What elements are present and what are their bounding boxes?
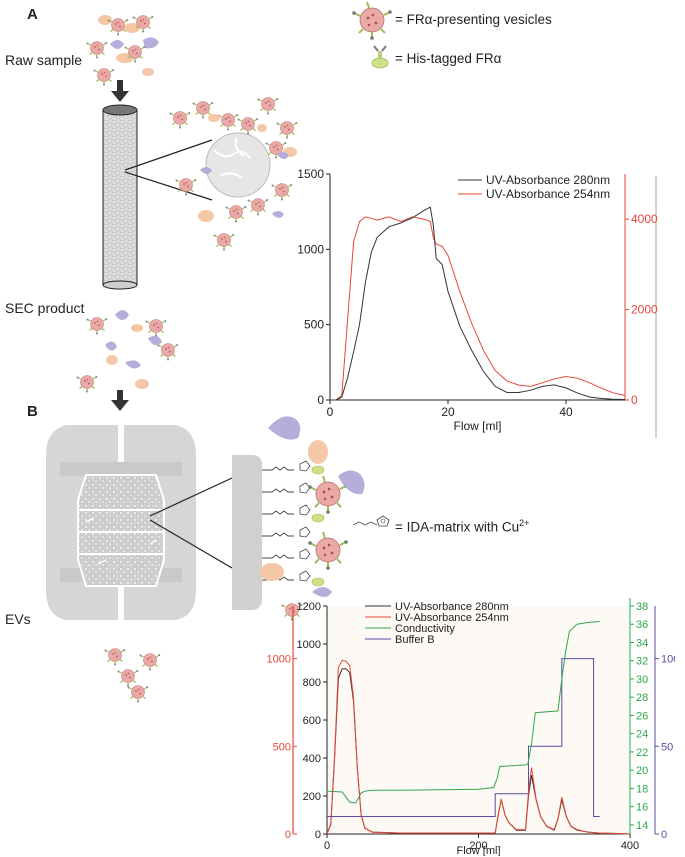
imac-chromatogram: 0200400600800100012000500100014161820222… xyxy=(267,598,675,856)
arrow-down-icon xyxy=(111,80,129,102)
x-tick-label: 20 xyxy=(441,405,455,419)
raw-sample-cluster xyxy=(85,14,159,87)
y280-tick-label: 200 xyxy=(303,791,321,803)
legend-vesicles-text: = FRα-presenting vesicles xyxy=(395,12,552,27)
ida-matrix-surface xyxy=(232,455,349,610)
y280-tick-label: 800 xyxy=(303,677,321,689)
buffer-tick-label: 0 xyxy=(661,829,667,841)
ev-cluster xyxy=(103,647,161,704)
x-tick-label: 40 xyxy=(559,405,573,419)
y-left-tick-label: 1000 xyxy=(297,242,324,256)
legend-label-buffer-b: Buffer B xyxy=(395,634,435,646)
conductivity-tick-label: 22 xyxy=(636,747,648,759)
evs-label: EVs xyxy=(5,611,31,627)
his-tagged-frα-legend-icon xyxy=(371,45,389,69)
unbound-particles xyxy=(260,416,365,622)
buffer-tick-label: 100 xyxy=(661,654,675,666)
sec-column xyxy=(102,104,138,290)
buffer-tick-label: 50 xyxy=(661,741,673,753)
conductivity-tick-label: 28 xyxy=(636,692,648,704)
y-right-tick-label: 4000 xyxy=(631,212,658,226)
y-left-tick-label: 1500 xyxy=(297,167,324,181)
legend-label-uv254: UV-Absorbance 254nm xyxy=(486,187,610,201)
y280-tick-label: 0 xyxy=(315,829,321,841)
conductivity-tick-label: 30 xyxy=(636,674,648,686)
y280-tick-label: 400 xyxy=(303,753,321,765)
sec-chromatogram: 0 500 1000 1500 0 2000 4000 0 20 40 Flow [ml] UV-Ab… xyxy=(297,167,658,438)
conductivity-tick-label: 38 xyxy=(636,601,648,613)
conductivity-tick-label: 14 xyxy=(636,820,648,832)
raw-sample-label: Raw sample xyxy=(5,52,83,68)
conductivity-tick-label: 24 xyxy=(636,729,648,741)
sec-product-label: SEC product xyxy=(5,300,85,316)
x-tick-label: 400 xyxy=(621,840,639,852)
y280-tick-label: 600 xyxy=(303,715,321,727)
imac-column xyxy=(46,425,196,620)
series-line-uv254 xyxy=(330,216,626,401)
vesicle-legend-icon xyxy=(351,1,393,41)
conductivity-tick-label: 20 xyxy=(636,765,648,777)
y254-tick-label: 500 xyxy=(273,741,291,753)
series-line-uv254 xyxy=(326,659,631,835)
ida-matrix-legend-icon xyxy=(352,515,390,527)
y254-tick-label: 1000 xyxy=(267,654,291,666)
sec-product-cluster xyxy=(75,310,179,394)
y-left-tick-label: 500 xyxy=(304,318,324,332)
legend-label-conductivity: Conductivity xyxy=(395,623,455,635)
conductivity-tick-label: 34 xyxy=(636,637,648,649)
x-tick-label: 0 xyxy=(327,405,334,419)
x-tick-label: 200 xyxy=(469,840,487,852)
series-line-conductivity xyxy=(326,621,600,804)
conductivity-tick-label: 26 xyxy=(636,710,648,722)
conductivity-tick-label: 18 xyxy=(636,783,648,795)
legend-his-tagged-text: = His-tagged FRα xyxy=(395,51,502,66)
y-left-tick-label: 0 xyxy=(317,393,324,407)
ida-matrix-text: = IDA-matrix with Cu2+ xyxy=(395,518,530,535)
y280-tick-label: 1200 xyxy=(297,601,321,613)
x-tick-label: 0 xyxy=(324,840,330,852)
panel-a-letter: A xyxy=(27,6,38,23)
y-right-tick-label: 0 xyxy=(631,393,638,407)
sec-bead-zoom xyxy=(168,96,298,252)
legend-label-uv254: UV-Absorbance 254nm xyxy=(395,612,509,624)
conductivity-tick-label: 32 xyxy=(636,656,648,668)
conductivity-tick-label: 16 xyxy=(636,802,648,814)
conductivity-tick-label: 36 xyxy=(636,619,648,631)
x-axis-label: Flow [ml] xyxy=(454,419,502,433)
legend-label-uv280: UV-Absorbance 280nm xyxy=(486,173,610,187)
y-right-tick-label: 2000 xyxy=(631,303,658,317)
legend-label-uv280: UV-Absorbance 280nm xyxy=(395,601,509,613)
series-line-buffer-b xyxy=(327,658,600,817)
series-line-uv280 xyxy=(330,206,626,401)
panel-b-letter: B xyxy=(27,403,38,420)
y280-tick-label: 1000 xyxy=(297,639,321,651)
x-axis-label: Flow [ml] xyxy=(457,845,501,856)
arrow-down-icon xyxy=(111,390,129,411)
plot-background xyxy=(327,606,630,834)
y254-tick-label: 0 xyxy=(285,829,291,841)
